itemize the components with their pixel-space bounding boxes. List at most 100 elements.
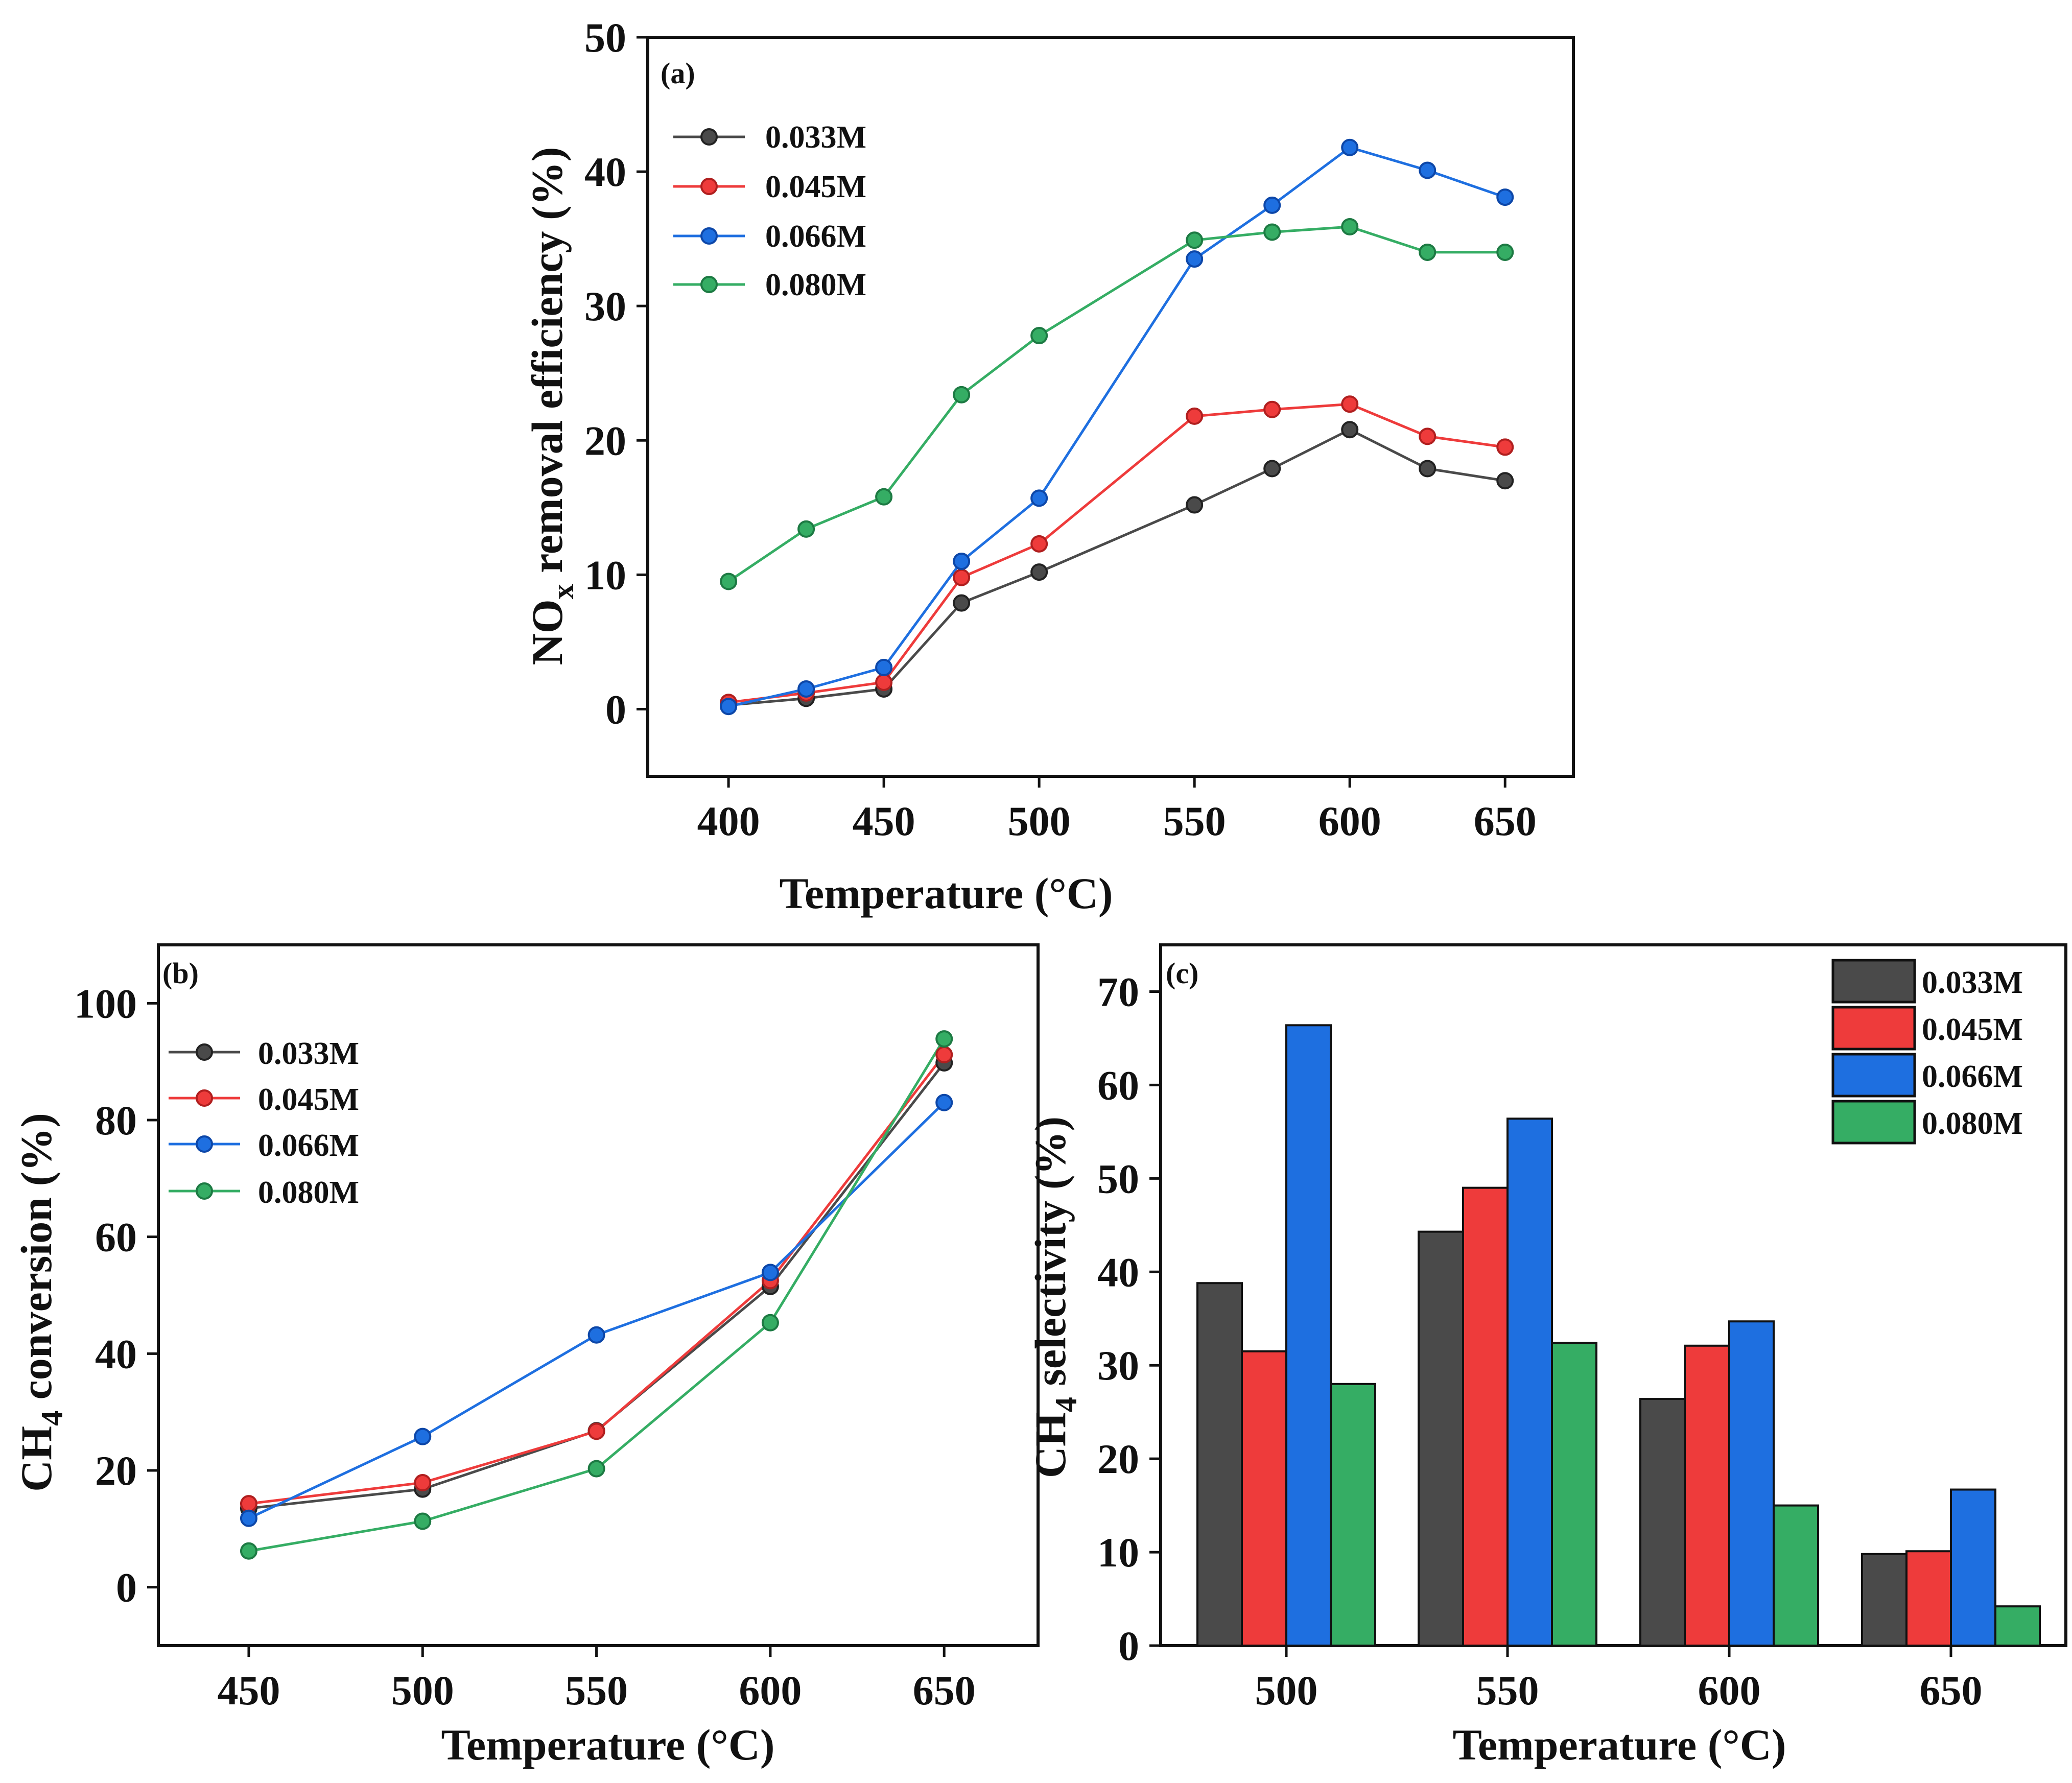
panel-a-point-080-550 (1186, 231, 1204, 249)
panel-b-point-045-500 (414, 1474, 432, 1492)
panel-c-bar-045-550 (1462, 1186, 1509, 1647)
panel-a-point-066-575 (1263, 196, 1281, 214)
panel-a-point-080-500 (1030, 327, 1048, 345)
panel-a-legend: 0.033M 0.045M 0.066M 0.080M (673, 120, 866, 302)
panel-a-frame (646, 36, 1575, 778)
panel-a-point-066-550 (1186, 250, 1204, 268)
panel-c-y-axis-title: CH4 selectivity (%) (1026, 1116, 1083, 1478)
panel-a-point-045-625 (1419, 427, 1437, 445)
panel-a-point-045-600 (1341, 395, 1359, 413)
panel-b-point-066-650 (935, 1093, 953, 1111)
panel-a-ylabel-main: NO (523, 599, 572, 665)
panel-a-point-033-550 (1186, 496, 1204, 514)
legend-b-text-045: 0.045M (258, 1082, 359, 1117)
panel-a-xtick-label-550: 550 (1163, 798, 1226, 844)
panel-b-point-080-650 (935, 1030, 953, 1048)
panel-a-point-080-575 (1263, 223, 1281, 241)
panel-b-ytick-label-100: 100 (74, 980, 137, 1027)
panel-a-point-066-600 (1341, 138, 1359, 156)
panel-a-point-045-575 (1263, 400, 1281, 418)
panel-a-point-033-500 (1030, 563, 1048, 581)
panel-a-line-045 (728, 402, 1505, 704)
panel-c-ylabel-main: CH (1026, 1412, 1075, 1478)
panel-c-bar-066-600 (1728, 1320, 1775, 1647)
panel-c-ylabel-rest: selectivity (%) (1026, 1116, 1075, 1397)
panel-c-xtick-label-500: 500 (1255, 1667, 1318, 1714)
panel-a-point-080-425 (797, 520, 815, 538)
panel-c-bar-045-500 (1241, 1350, 1287, 1647)
legend-c-swatch-045 (1831, 1006, 1916, 1051)
panel-a-line-033 (728, 428, 1505, 707)
panel-a-ytick-label-40: 40 (584, 149, 626, 195)
panel-b-y-axis-title: CH4 conversion (%) (12, 1113, 69, 1492)
panel-a-point-066-500 (1030, 489, 1048, 507)
panel-a-point-045-500 (1030, 535, 1048, 553)
panel-c-ytick-label-60: 60 (1097, 1062, 1139, 1108)
panel-a-point-045-550 (1186, 407, 1204, 425)
legend-c-text-033: 0.033M (1922, 965, 2023, 1000)
panel-b-ylabel-main: CH (12, 1426, 61, 1492)
legend-b-marker-080 (196, 1182, 213, 1200)
legend-a-text-045: 0.045M (765, 170, 866, 204)
panel-a-series (720, 138, 1514, 716)
panel-a-ylabel-rest: removal efficiency (%) (523, 147, 572, 584)
panel-c-ytick-label-10: 10 (1097, 1529, 1139, 1576)
panel-b-ytick-label-40: 40 (95, 1330, 137, 1377)
panel-c-bar-033-650 (1861, 1553, 1908, 1647)
legend-b-text-066: 0.066M (258, 1128, 359, 1163)
panel-b-xtick-label-550: 550 (565, 1667, 628, 1714)
panel-c-grid-ticks: 0 10 20 30 40 50 60 70 500 550 600 650 (1097, 968, 1983, 1714)
panel-c-ytick-label-0: 0 (1118, 1623, 1139, 1669)
panel-c-xtick-label-600: 600 (1698, 1667, 1761, 1714)
panel-a-ytick-label-0: 0 (605, 686, 626, 732)
panel-a-ytick-label-30: 30 (584, 283, 626, 329)
legend-a-marker-045 (700, 178, 718, 195)
legend-c-swatch-080 (1831, 1100, 1916, 1145)
panel-a-x-axis-title: Temperature (°C) (780, 869, 1113, 918)
panel-b-point-045-550 (587, 1422, 605, 1440)
panel-a-point-080-475 (953, 386, 971, 403)
panel-a-point-045-650 (1496, 438, 1514, 456)
panel-a-point-033-600 (1341, 421, 1359, 439)
panel-b-xtick-label-650: 650 (913, 1667, 976, 1714)
panel-a-y-axis-title: NOx removal efficiency (%) (523, 147, 580, 665)
panel-b: 0 20 40 60 80 100 450 500 550 600 650 (b) 0.033M 0… (12, 943, 1040, 1769)
panel-b-point-080-600 (761, 1314, 779, 1332)
panel-a-point-033-625 (1419, 460, 1437, 478)
panel-a: 0 10 20 30 40 50 400 450 500 550 600 650 (a) 0.033M… (523, 14, 1575, 918)
legend-c-swatch-066 (1831, 1053, 1916, 1098)
panel-c-bar-033-500 (1196, 1282, 1243, 1647)
panel-c-ytick-label-70: 70 (1097, 968, 1139, 1015)
panel-a-point-066-650 (1496, 188, 1514, 206)
panel-c-bar-066-650 (1950, 1488, 1996, 1647)
panel-c-bar-045-650 (1905, 1550, 1952, 1647)
panel-c-ytick-label-40: 40 (1097, 1249, 1139, 1295)
panel-b-legend: 0.033M 0.045M 0.066M 0.080M (169, 1036, 359, 1210)
panel-a-point-066-425 (797, 680, 815, 698)
panel-c-bars (1196, 1024, 2041, 1647)
panel-b-point-066-600 (761, 1264, 779, 1281)
legend-a-marker-080 (700, 276, 718, 293)
panel-c-x-axis-title: Temperature (°C) (1453, 1720, 1786, 1769)
panel-b-point-045-450 (240, 1495, 257, 1513)
panel-b-point-066-500 (414, 1428, 432, 1445)
legend-b-text-080: 0.080M (258, 1175, 359, 1210)
panel-a-grid-ticks: 0 10 20 30 40 50 400 450 500 550 600 650 (584, 14, 1537, 844)
panel-c: 0 10 20 30 40 50 60 70 500 550 600 650 (c) 0.033M 0… (1026, 943, 2067, 1769)
panel-a-xtick-label-500: 500 (1008, 798, 1071, 844)
panel-a-ytick-label-10: 10 (584, 552, 626, 598)
legend-b-marker-045 (196, 1089, 213, 1107)
panel-b-label: (b) (162, 957, 199, 990)
panel-a-ytick-label-50: 50 (584, 14, 626, 61)
panel-a-point-066-475 (953, 553, 971, 570)
panel-a-point-080-600 (1341, 218, 1359, 235)
legend-b-marker-066 (196, 1135, 213, 1153)
panel-b-ylabel-rest: conversion (%) (12, 1113, 61, 1411)
panel-b-ytick-label-60: 60 (95, 1214, 137, 1261)
panel-c-bar-080-600 (1773, 1504, 1819, 1647)
panel-c-bar-066-500 (1285, 1024, 1332, 1647)
panel-c-bar-066-550 (1506, 1118, 1553, 1647)
panel-b-point-080-550 (587, 1460, 605, 1478)
legend-a-text-066: 0.066M (765, 219, 866, 254)
